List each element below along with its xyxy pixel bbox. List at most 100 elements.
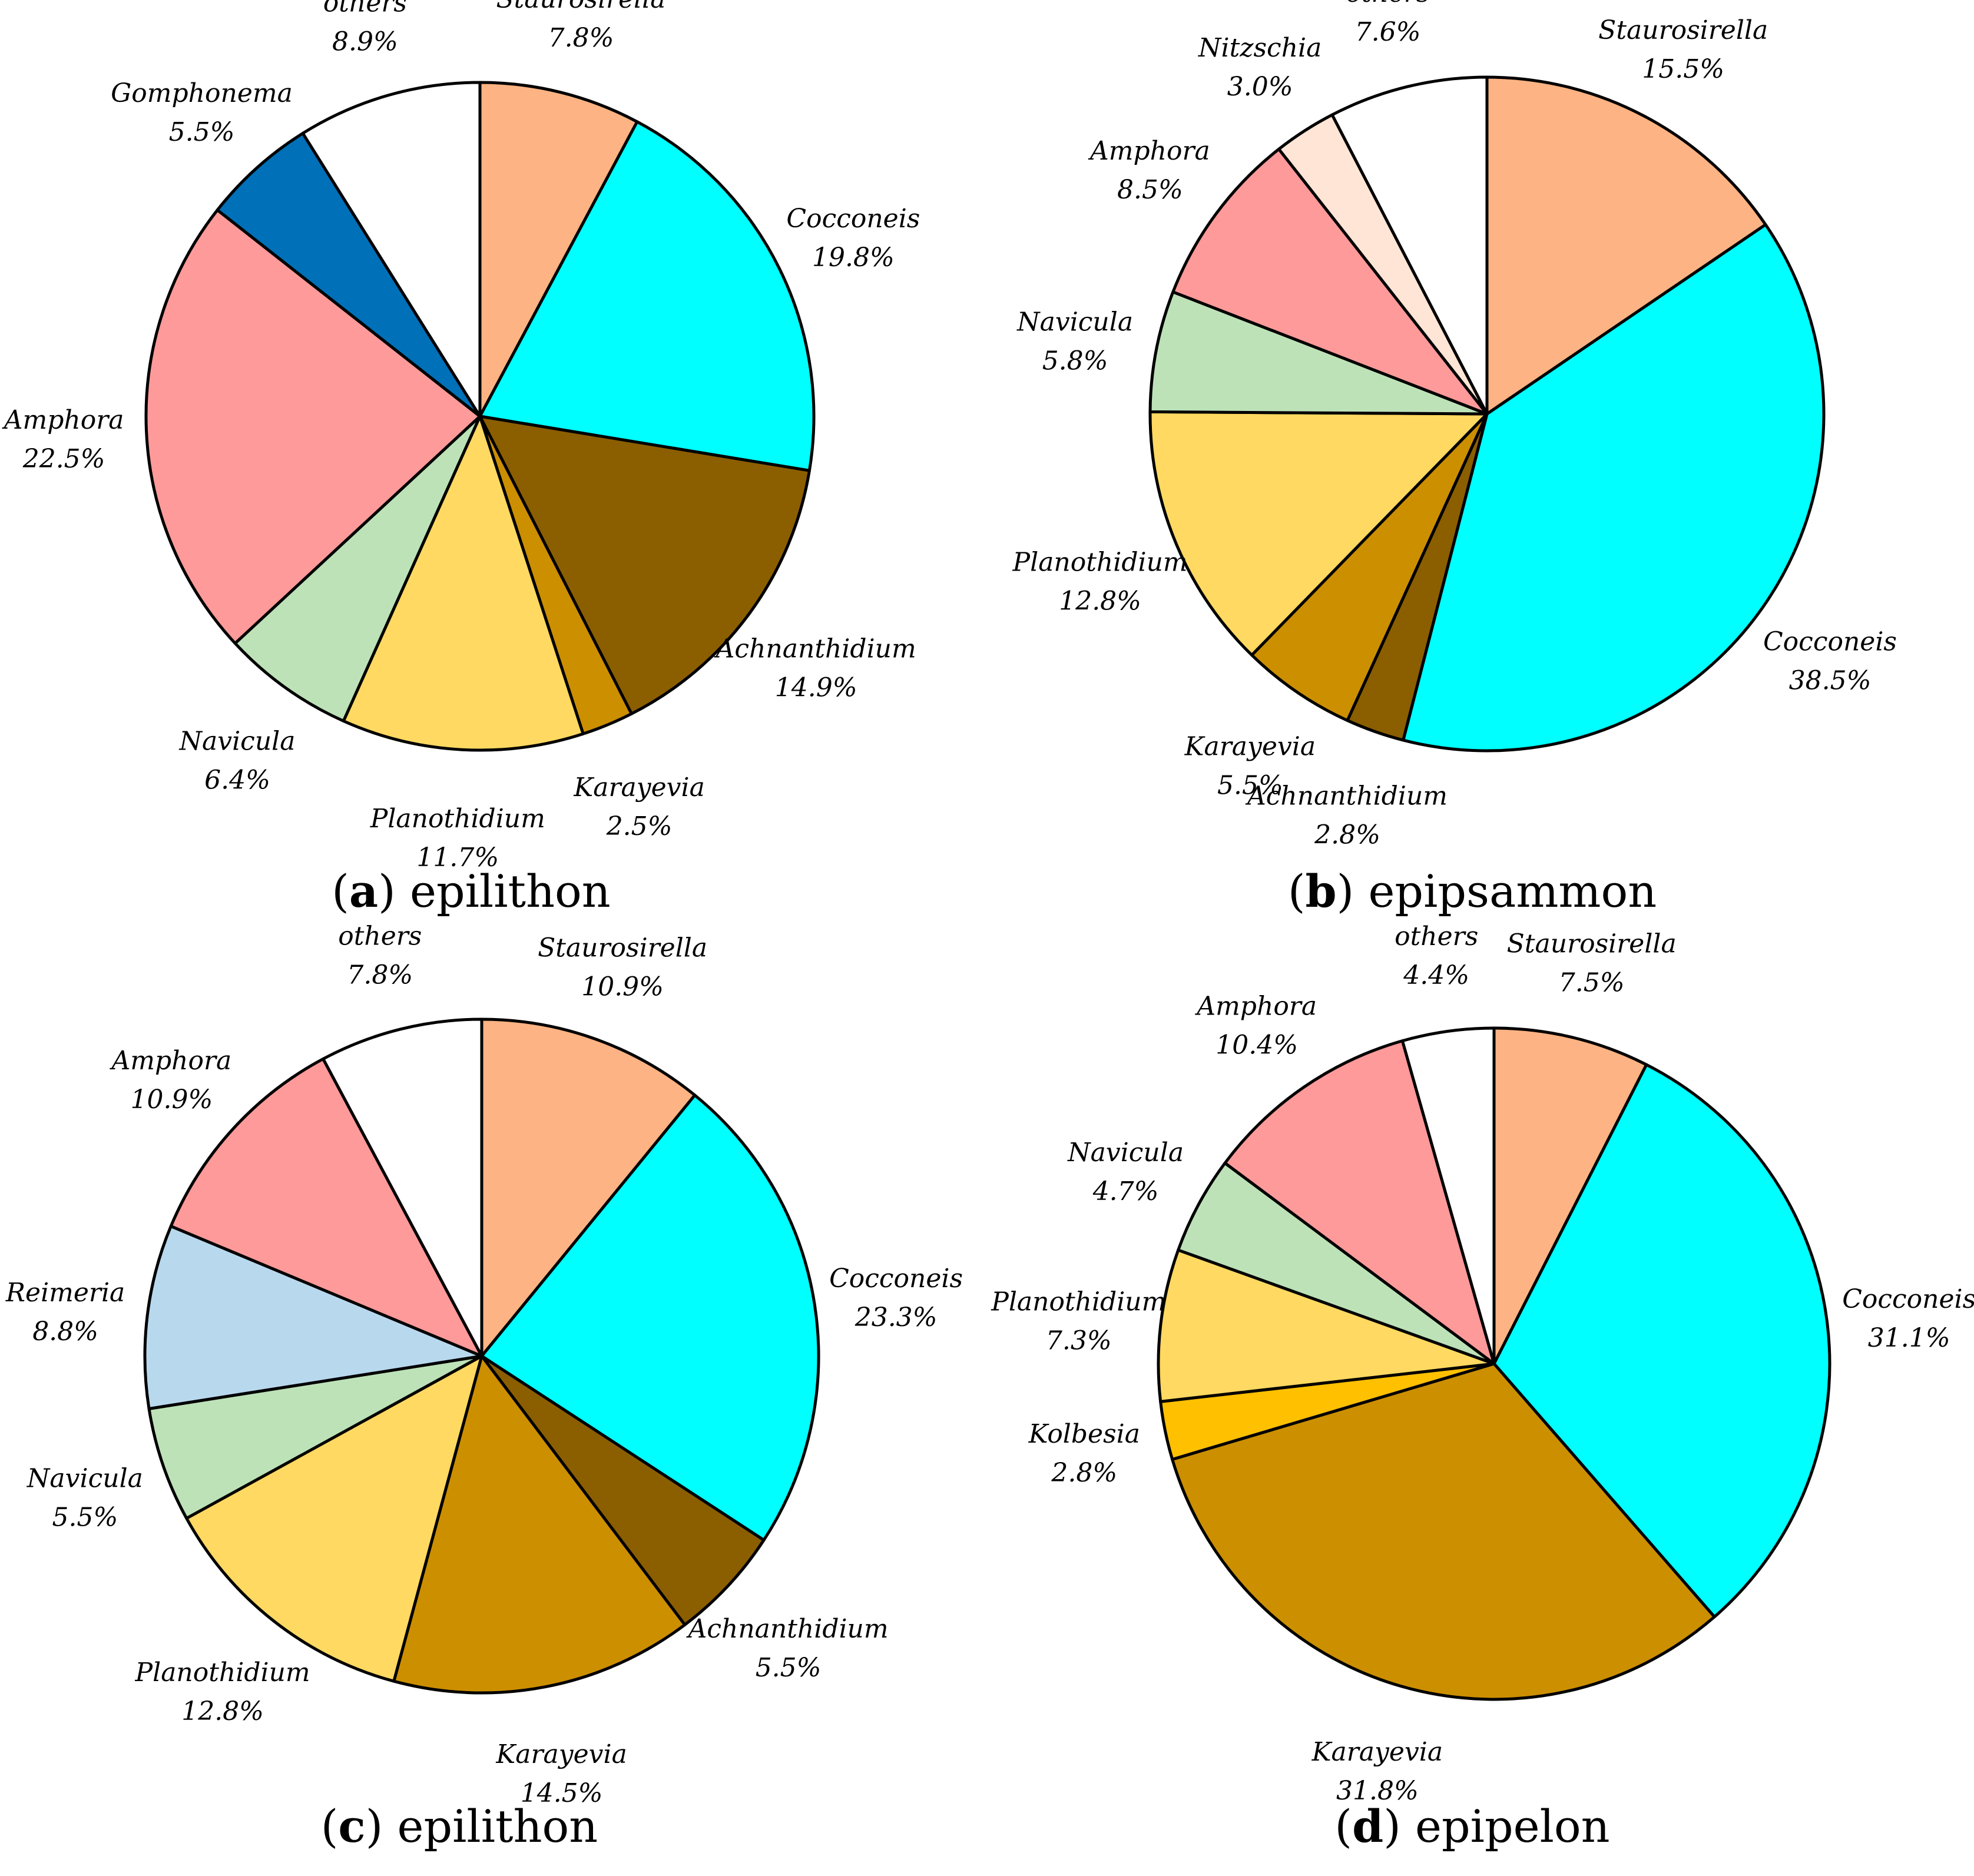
- pie-slice-navicula: [1148, 290, 1489, 416]
- slice-percent-kolbesia: 2.8%: [1051, 1458, 1117, 1488]
- slice-label-cocconeis: Cocconeis: [829, 1264, 963, 1294]
- slice-label-amphora: Amphora: [2, 405, 124, 435]
- panel-letter: a: [349, 865, 378, 917]
- slice-label-amphora: Amphora: [1194, 991, 1317, 1021]
- pie-slice-navicula: [1177, 1161, 1496, 1365]
- slice-percent-karayevia: 14.5%: [521, 1778, 603, 1808]
- slice-percent-cocconeis: 23.3%: [854, 1302, 938, 1333]
- pie-chart-a: Staurosirella 7.8% Cocconeis 19.8% Achnanthi…: [2, 0, 920, 917]
- pie-slice-others: [1330, 75, 1489, 416]
- slice-percent-planothidium: 12.8%: [181, 1696, 264, 1726]
- slice-percent-navicula: 4.7%: [1092, 1176, 1159, 1207]
- slice-percent-amphora: 10.9%: [131, 1085, 213, 1115]
- pie-slice-others: [301, 81, 482, 418]
- pie-chart-c: Staurosirella 10.9% Cocconeis 23.3% Achnanth…: [5, 921, 963, 1852]
- slice-label-amphora: Amphora: [110, 1046, 232, 1076]
- pie-chart-d: Staurosirella 7.5% Cocconeis 31.1% Karayevia…: [991, 922, 1974, 1852]
- pie-slice-staurosirella: [478, 81, 639, 418]
- slice-percent-amphora: 22.5%: [22, 444, 105, 474]
- slice-label-staurosirella: Staurosirella: [1598, 15, 1768, 45]
- slice-label-staurosirella: Staurosirella: [496, 0, 665, 14]
- pie-slice-planothidium: [1148, 410, 1489, 657]
- slice-percent-planothidium: 12.8%: [1059, 586, 1141, 617]
- slice-label-karayevia: Karayevia: [1184, 732, 1316, 762]
- pie-slice-staurosirella: [1485, 75, 1767, 416]
- slice-percent-reimeria: 8.8%: [32, 1317, 98, 1347]
- pie-slice-gomphonema: [216, 131, 482, 418]
- slice-percent-nitzschia: 3.0%: [1227, 72, 1293, 102]
- slice-percent-navicula: 5.8%: [1042, 346, 1108, 376]
- pie-chart-b: Staurosirella 15.5% Cocconeis 38.5% Achnanth…: [1012, 0, 1897, 917]
- slice-label-planothidium: Planothidium: [991, 1287, 1166, 1317]
- slice-label-karayevia: Karayevia: [573, 773, 704, 803]
- pie-slice-amphora: [1171, 147, 1489, 416]
- slice-label-others: others: [1346, 0, 1430, 8]
- slice-label-navicula: Navicula: [179, 727, 296, 757]
- slice-percent-cocconeis: 38.5%: [1789, 665, 1872, 695]
- slice-label-cocconeis: Cocconeis: [786, 204, 920, 234]
- slice-label-amphora: Amphora: [1088, 136, 1210, 166]
- slice-percent-planothidium: 11.7%: [416, 843, 499, 873]
- panel-caption-b: (b) epipsammon: [1288, 865, 1657, 917]
- slice-label-kolbesia: Kolbesia: [1028, 1419, 1140, 1449]
- slice-percent-cocconeis: 31.1%: [1868, 1323, 1950, 1353]
- slice-label-planothidium: Planothidium: [135, 1658, 310, 1688]
- slice-label-navicula: Navicula: [1016, 307, 1133, 337]
- panel-caption-d: (d) epipelon: [1334, 1800, 1609, 1852]
- slice-percent-achnanthidium: 5.5%: [756, 1653, 822, 1683]
- slice-percent-staurosirella: 7.5%: [1559, 968, 1625, 998]
- slice-label-reimeria: Reimeria: [5, 1278, 125, 1308]
- slice-label-navicula: Navicula: [27, 1464, 143, 1494]
- slice-label-nitzschia: Nitzschia: [1198, 33, 1321, 63]
- pie-slice-planothidium: [1157, 1248, 1496, 1403]
- pie-slice-cocconeis: [480, 1093, 820, 1542]
- pie-slice-cocconeis: [478, 120, 816, 472]
- pie-slice-others: [322, 1017, 483, 1358]
- pie-slice-cocconeis: [1402, 223, 1826, 753]
- slice-label-planothidium: Planothidium: [1012, 548, 1188, 578]
- slice-label-staurosirella: Staurosirella: [538, 933, 707, 963]
- panel-title: epipsammon: [1368, 865, 1657, 917]
- slice-label-achnanthidium: Achnanthidium: [714, 634, 916, 664]
- slice-percent-staurosirella: 7.8%: [548, 23, 614, 53]
- slice-percent-gomphonema: 5.5%: [169, 117, 235, 147]
- slice-label-others: others: [1395, 922, 1478, 952]
- pie-slice-others: [1400, 1026, 1496, 1365]
- pie-slice-navicula: [233, 415, 482, 722]
- slice-percent-achnanthidium: 14.9%: [775, 672, 857, 702]
- slice-percent-karayevia: 5.5%: [1217, 771, 1283, 801]
- pie-slice-planothidium: [185, 1354, 483, 1683]
- slice-percent-others: 7.8%: [347, 960, 413, 990]
- pie-slice-planothidium: [342, 415, 585, 752]
- slice-percent-navicula: 5.5%: [52, 1503, 118, 1533]
- slice-label-planothidium: Planothidium: [370, 804, 545, 834]
- slice-label-gomphonema: Gomphonema: [111, 78, 293, 108]
- slice-percent-amphora: 10.4%: [1215, 1030, 1298, 1060]
- slice-percent-cocconeis: 19.8%: [812, 243, 895, 273]
- pie-slice-amphora: [144, 208, 482, 645]
- panel-letter: d: [1352, 1800, 1383, 1852]
- slice-label-achnanthidium: Achnanthidium: [686, 1614, 889, 1644]
- panel-title: epilithon: [410, 865, 611, 917]
- slice-percent-amphora: 8.5%: [1117, 175, 1183, 205]
- pie-slice-achnanthidium: [480, 1354, 766, 1626]
- pie-slice-karayevia: [1171, 1362, 1716, 1701]
- panel-caption-a: (a) epilithon: [332, 865, 610, 917]
- slice-percent-achnanthidium: 2.8%: [1314, 820, 1380, 850]
- slice-percent-staurosirella: 10.9%: [581, 972, 664, 1002]
- slice-label-others: others: [323, 0, 407, 18]
- slice-percent-others: 8.9%: [332, 27, 398, 57]
- slice-percent-navicula: 6.4%: [204, 765, 270, 796]
- pie-slice-achnanthidium: [478, 415, 811, 715]
- pie-slice-reimeria: [143, 1224, 483, 1410]
- slice-label-achnanthidium: Achnanthidium: [1245, 781, 1448, 811]
- panel-title: epipelon: [1415, 1800, 1610, 1852]
- slice-percent-karayevia: 31.8%: [1336, 1776, 1419, 1806]
- panel-caption-c: (c) epilithon: [321, 1800, 598, 1852]
- panel-letter: c: [338, 1800, 365, 1852]
- pie-slice-staurosirella: [1492, 1026, 1648, 1365]
- slice-percent-planothidium: 7.3%: [1046, 1326, 1112, 1356]
- slice-percent-staurosirella: 15.5%: [1642, 54, 1724, 84]
- pie-slice-cocconeis: [1492, 1063, 1831, 1619]
